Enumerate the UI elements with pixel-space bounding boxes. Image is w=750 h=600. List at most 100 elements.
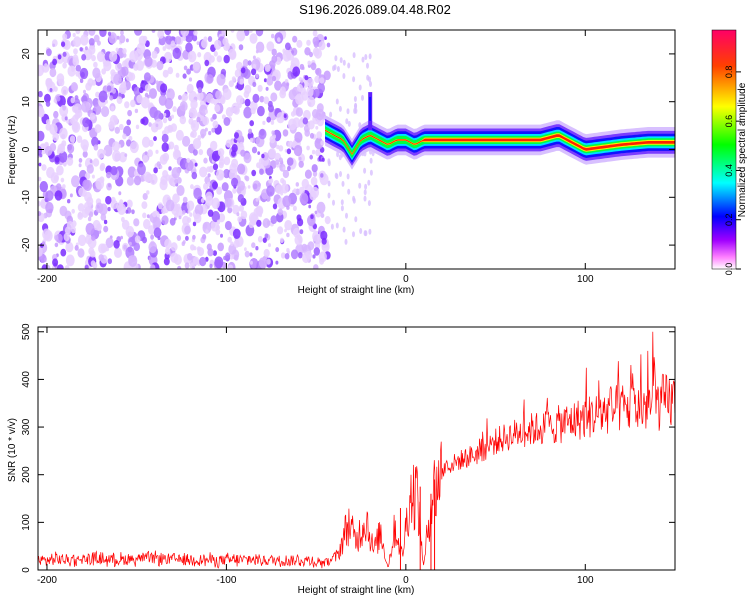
noise-speckle: [352, 52, 356, 59]
noise-speckle: [81, 54, 87, 61]
noise-speckle: [299, 229, 304, 235]
noise-speckle: [306, 39, 311, 46]
noise-speckle: [228, 48, 237, 60]
noise-speckle: [240, 149, 246, 157]
noise-speckle: [292, 66, 301, 77]
noise-speckle: [70, 97, 76, 104]
noise-speckle: [182, 210, 186, 215]
noise-speckle: [342, 73, 346, 79]
noise-speckle: [301, 178, 309, 189]
noise-speckle: [202, 221, 212, 234]
noise-speckle: [314, 210, 318, 215]
x-tick-label: 0: [403, 274, 409, 285]
noise-speckle: [192, 234, 196, 240]
noise-speckle: [197, 247, 205, 257]
noise-speckle: [133, 218, 140, 227]
noise-speckle: [115, 47, 119, 52]
noise-speckle: [222, 88, 232, 100]
noise-speckle: [320, 140, 325, 146]
noise-speckle: [236, 95, 244, 105]
noise-speckle: [301, 243, 308, 252]
noise-speckle: [209, 55, 215, 63]
noise-speckle: [197, 87, 203, 94]
noise-speckle: [216, 55, 222, 63]
y-tick-label: 200: [21, 466, 32, 483]
noise-speckle: [264, 63, 271, 72]
spectrogram-marks: [38, 30, 675, 269]
x-tick-label: 100: [577, 575, 594, 586]
noise-speckle: [63, 162, 67, 167]
noise-speckle: [199, 166, 208, 178]
noise-speckle: [157, 30, 165, 39]
noise-speckle: [275, 260, 279, 265]
noise-speckle: [240, 67, 246, 74]
noise-speckle: [93, 61, 98, 68]
noise-speckle: [288, 140, 294, 148]
noise-speckle: [121, 216, 125, 223]
noise-speckle: [270, 215, 278, 225]
noise-speckle: [339, 171, 342, 177]
noise-speckle: [128, 237, 136, 247]
noise-speckle: [369, 81, 372, 87]
noise-speckle: [119, 34, 126, 44]
noise-speckle: [85, 222, 95, 235]
noise-speckle: [78, 187, 85, 197]
noise-speckle: [106, 171, 112, 179]
noise-speckle: [279, 237, 284, 243]
noise-speckle: [127, 166, 137, 178]
noise-speckle: [54, 235, 59, 241]
noise-speckle: [342, 226, 346, 233]
noise-speckle: [286, 82, 290, 87]
noise-speckle: [149, 173, 158, 185]
noise-speckle: [310, 62, 317, 71]
noise-speckle: [250, 107, 256, 115]
noise-speckle: [150, 234, 155, 240]
noise-speckle: [154, 118, 163, 130]
noise-speckle: [185, 235, 189, 241]
noise-speckle: [268, 179, 272, 184]
noise-speckle: [291, 47, 298, 56]
noise-speckle: [252, 183, 258, 190]
noise-speckle: [258, 158, 264, 165]
noise-speckle: [364, 54, 368, 60]
noise-speckle: [101, 68, 107, 75]
noise-speckle: [237, 180, 246, 191]
noise-speckle: [123, 244, 127, 250]
noise-speckle: [178, 95, 182, 100]
noise-speckle: [262, 237, 267, 243]
noise-speckle: [181, 35, 187, 41]
noise-speckle: [183, 159, 187, 164]
figure-title: S196.2026.089.04.48.R02: [299, 2, 451, 17]
noise-speckle: [228, 264, 234, 269]
noise-speckle: [346, 108, 350, 115]
noise-speckle: [256, 219, 262, 227]
noise-speckle: [92, 158, 100, 167]
noise-speckle: [367, 179, 371, 186]
noise-speckle: [144, 84, 151, 92]
noise-speckle: [204, 59, 210, 67]
noise-speckle: [313, 41, 319, 48]
noise-speckle: [231, 76, 236, 82]
noise-speckle: [286, 157, 294, 166]
noise-speckle: [113, 116, 117, 121]
noise-speckle: [179, 115, 187, 125]
noise-speckle: [263, 96, 270, 105]
noise-speckle: [238, 44, 244, 51]
noise-speckle: [224, 220, 232, 231]
noise-speckle: [175, 72, 180, 78]
noise-speckle: [52, 132, 59, 142]
noise-speckle: [188, 118, 194, 125]
noise-speckle: [75, 64, 82, 72]
signal-trace-band: [325, 129, 675, 155]
noise-speckle: [67, 144, 75, 154]
noise-speckle: [105, 237, 114, 249]
noise-speckle: [38, 90, 43, 98]
noise-speckle: [67, 65, 76, 77]
noise-speckle: [339, 57, 343, 64]
noise-speckle: [228, 80, 234, 88]
noise-speckle: [304, 47, 311, 56]
noise-speckle: [91, 54, 96, 62]
noise-speckle: [118, 191, 122, 196]
noise-speckle: [98, 254, 104, 262]
noise-speckle: [143, 72, 151, 82]
